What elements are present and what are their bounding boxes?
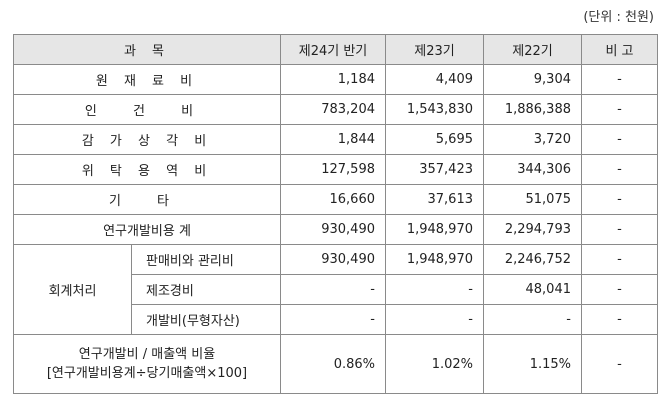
table-row: 연구개발비용 계 930,490 1,948,970 2,294,793 - (13, 214, 658, 245)
cell-p24: - (280, 274, 386, 305)
ratio-row: 연구개발비 / 매출액 비율 [연구개발비용계÷당기매출액×100] 0.86%… (13, 334, 658, 394)
row-label: 기 타 (13, 184, 281, 215)
cell-p22: 2,246,752 (483, 244, 582, 275)
cell-p23: 1.02% (385, 334, 484, 394)
table-row: 원 재 료 비 1,184 4,409 9,304 - (13, 64, 658, 95)
cell-p22: 9,304 (483, 64, 582, 95)
cell-p22: 2,294,793 (483, 214, 582, 245)
cell-p22: 1.15% (483, 334, 582, 394)
header-row: 과 목 제24기 반기 제23기 제22기 비 고 (13, 34, 658, 65)
rnd-expense-table: 과 목 제24기 반기 제23기 제22기 비 고 원 재 료 비 1,184 … (13, 34, 658, 394)
cell-p24: 783,204 (280, 94, 386, 125)
cell-p24: 16,660 (280, 184, 386, 215)
header-note: 비 고 (581, 34, 658, 65)
cell-p23: 5,695 (385, 124, 484, 155)
cell-p22: - (483, 304, 582, 335)
cell-p24: 127,598 (280, 154, 386, 185)
cell-p22: 48,041 (483, 274, 582, 305)
row-label-total: 연구개발비용 계 (13, 214, 281, 245)
cell-p23: - (385, 304, 484, 335)
cell-p23: 37,613 (385, 184, 484, 215)
row-label: 감 가 상 각 비 (13, 124, 281, 155)
table-row: 제조경비 - - 48,041 - (14, 274, 658, 305)
ratio-label-line1: 연구개발비 / 매출액 비율 (78, 347, 216, 362)
ratio-label: 연구개발비 / 매출액 비율 [연구개발비용계÷당기매출액×100] (13, 334, 281, 394)
cell-p24: 1,844 (280, 124, 386, 155)
table-row: 인 건 비 783,204 1,543,830 1,886,388 - (13, 94, 658, 125)
cell-note: - (581, 124, 658, 155)
ratio-label-line2: [연구개발비용계÷당기매출액×100] (46, 366, 248, 381)
cell-note: - (581, 334, 658, 394)
cell-p23: - (385, 274, 484, 305)
cell-note: - (581, 274, 658, 305)
table-row: 감 가 상 각 비 1,844 5,695 3,720 - (13, 124, 658, 155)
row-label: 위 탁 용 역 비 (13, 154, 281, 185)
cell-note: - (581, 94, 658, 125)
cell-p22: 3,720 (483, 124, 582, 155)
cell-p23: 1,948,970 (385, 244, 484, 275)
cell-p23: 1,543,830 (385, 94, 484, 125)
accounting-sub-label: 제조경비 (131, 274, 281, 305)
cell-p22: 344,306 (483, 154, 582, 185)
cell-note: - (581, 184, 658, 215)
cell-p23: 357,423 (385, 154, 484, 185)
header-period-23: 제23기 (385, 34, 484, 65)
accounting-group-label: 회계처리 (13, 244, 132, 335)
cell-note: - (581, 304, 658, 335)
table-row: 위 탁 용 역 비 127,598 357,423 344,306 - (13, 154, 658, 185)
row-label: 인 건 비 (13, 94, 281, 125)
unit-note: (단위 : 천원) (583, 10, 654, 25)
cell-p24: 930,490 (280, 244, 386, 275)
accounting-sub-label: 개발비(무형자산) (131, 304, 281, 335)
cell-p24: - (280, 304, 386, 335)
cell-p24: 930,490 (280, 214, 386, 245)
cell-p24: 1,184 (280, 64, 386, 95)
cell-p24: 0.86% (280, 334, 386, 394)
cell-p22: 1,886,388 (483, 94, 582, 125)
cell-note: - (581, 154, 658, 185)
header-period-24: 제24기 반기 (280, 34, 386, 65)
cell-note: - (581, 214, 658, 245)
header-item: 과 목 (13, 34, 281, 65)
table-row: 기 타 16,660 37,613 51,075 - (13, 184, 658, 215)
cell-note: - (581, 64, 658, 95)
row-label: 원 재 료 비 (13, 64, 281, 95)
cell-p23: 4,409 (385, 64, 484, 95)
accounting-sub-label: 판매비와 관리비 (131, 244, 281, 275)
cell-note: - (581, 244, 658, 275)
cell-p23: 1,948,970 (385, 214, 484, 245)
table-row: 회계처리 판매비와 관리비 930,490 1,948,970 2,246,75… (13, 244, 658, 335)
cell-p22: 51,075 (483, 184, 582, 215)
header-period-22: 제22기 (483, 34, 582, 65)
